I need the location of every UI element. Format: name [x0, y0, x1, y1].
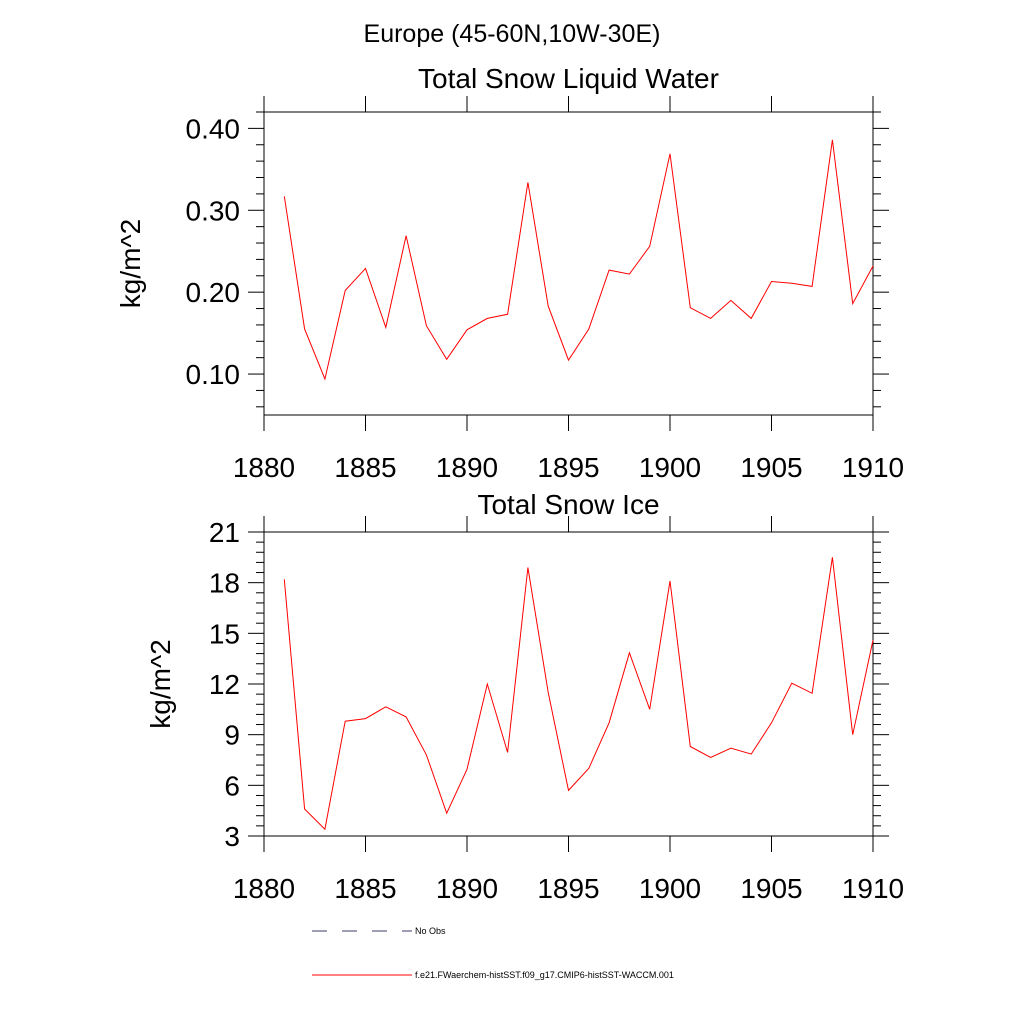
y-tick-label: 9: [224, 720, 240, 751]
legend: No Obs f.e21.FWaerchem-histSST.f09_g17.C…: [312, 926, 674, 980]
x-tick-label: 1900: [639, 452, 701, 483]
x-tick-label: 1910: [842, 873, 904, 904]
x-tick-label: 1910: [842, 452, 904, 483]
x-tick-label: 1885: [334, 452, 396, 483]
y-tick-label: 0.20: [186, 277, 241, 308]
legend-label-model: f.e21.FWaerchem-histSST.f09_g17.CMIP6-hi…: [415, 970, 674, 980]
y-tick-label: 12: [209, 669, 240, 700]
x-tick-label: 1890: [436, 873, 498, 904]
plot-frame: [263, 111, 874, 416]
y-tick-label: 6: [224, 770, 240, 801]
y-tick-label: 15: [209, 618, 240, 649]
chart-title: Total Snow Ice: [477, 489, 659, 520]
y-tick-label: 0.30: [186, 195, 241, 226]
panel-snow-ice: Total Snow Ice kg/m^2 1880 1885 1890 1895 1900…: [145, 489, 904, 904]
y-tick-label: 18: [209, 568, 240, 599]
x-tick-label: 1885: [334, 873, 396, 904]
y-tick-label: 21: [209, 517, 240, 548]
series-line: [283, 139, 874, 381]
y-tick-label: 3: [224, 821, 240, 852]
x-tick-label: 1905: [740, 452, 802, 483]
page-title: Europe (45-60N,10W-30E): [364, 20, 661, 48]
y-axis-label: kg/m^2: [145, 639, 176, 728]
x-tick-label: 1880: [233, 873, 295, 904]
y-tick-label: 0.40: [186, 113, 241, 144]
y-tick-label: 0.10: [186, 359, 241, 390]
x-tick-label: 1900: [639, 873, 701, 904]
x-tick-label: 1880: [233, 452, 295, 483]
chart-title: Total Snow Liquid Water: [418, 63, 719, 94]
x-tick-label: 1895: [537, 873, 599, 904]
y-axis-label: kg/m^2: [115, 219, 146, 308]
x-tick-label: 1895: [537, 452, 599, 483]
x-tick-label: 1890: [436, 452, 498, 483]
panel-snow-liquid-water: Total Snow Liquid Water kg/m^2 1880 1885 189…: [115, 63, 904, 483]
x-tick-label: 1905: [740, 873, 802, 904]
legend-label-no-obs: No Obs: [415, 926, 446, 936]
series-line: [283, 557, 874, 831]
